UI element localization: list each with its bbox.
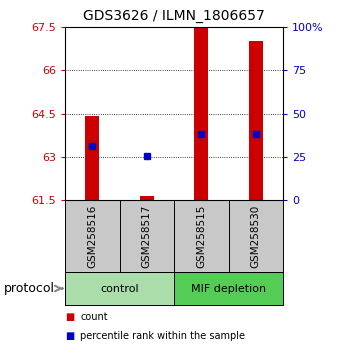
Text: count: count xyxy=(80,312,108,322)
Text: ■: ■ xyxy=(65,312,74,322)
Bar xyxy=(249,41,262,200)
Bar xyxy=(85,116,99,200)
Text: GSM258517: GSM258517 xyxy=(142,204,152,268)
Text: percentile rank within the sample: percentile rank within the sample xyxy=(80,331,245,342)
Text: control: control xyxy=(100,284,139,293)
Text: ■: ■ xyxy=(65,331,74,342)
Text: MIF depletion: MIF depletion xyxy=(191,284,266,293)
Title: GDS3626 / ILMN_1806657: GDS3626 / ILMN_1806657 xyxy=(83,9,265,23)
Text: protocol: protocol xyxy=(3,282,54,295)
Text: GSM258530: GSM258530 xyxy=(251,204,261,268)
Text: GSM258515: GSM258515 xyxy=(196,204,206,268)
Text: GSM258516: GSM258516 xyxy=(87,204,97,268)
Bar xyxy=(65,272,174,305)
Bar xyxy=(174,272,283,305)
Bar xyxy=(140,196,154,200)
Bar xyxy=(194,28,208,200)
